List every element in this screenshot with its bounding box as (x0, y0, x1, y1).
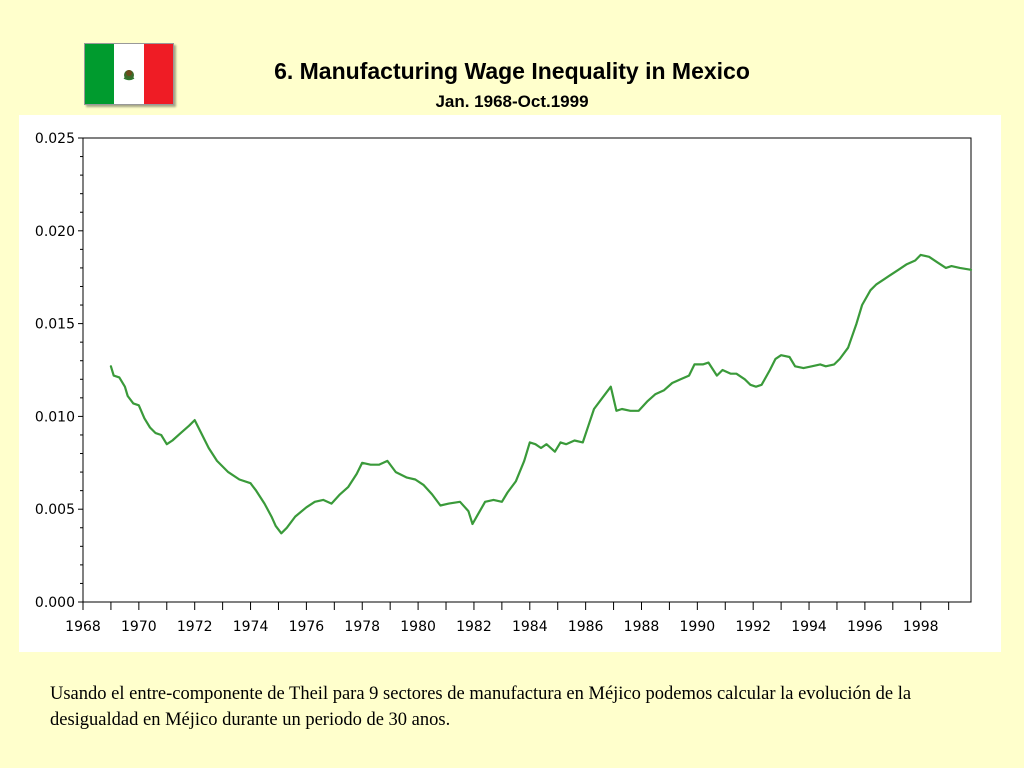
x-tick-label: 1972 (177, 619, 213, 635)
mexico-flag (84, 43, 174, 105)
x-tick-label: 1982 (456, 619, 492, 635)
y-tick-label: 0.020 (35, 224, 75, 240)
caption-text: Usando el entre-componente de Theil para… (50, 684, 912, 730)
flag-stripe-red (143, 44, 173, 104)
y-tick-label: 0.025 (35, 131, 75, 147)
line-chart: 0.000 0.005 0.010 0.015 0.020 0.025 1968 1970 19… (35, 131, 973, 635)
x-tick-label: 1994 (791, 619, 827, 635)
flag-stripe-green (85, 44, 115, 104)
page-title: 6. Manufacturing Wage Inequality in Mexi… (274, 58, 750, 84)
x-tick-label: 1976 (289, 619, 325, 635)
x-tick-label: 1998 (903, 619, 939, 635)
x-tick-label: 1992 (735, 619, 771, 635)
plot-frame (82, 137, 972, 603)
x-tick-label: 1980 (400, 619, 436, 635)
x-tick-label: 1974 (233, 619, 269, 635)
x-tick-label: 1986 (568, 619, 604, 635)
coat-of-arms-icon (123, 70, 135, 81)
x-tick-label: 1968 (65, 619, 101, 635)
x-tick-label: 1990 (680, 619, 716, 635)
y-tick-label: 0.005 (35, 502, 75, 518)
series-line-0 (109, 253, 973, 535)
x-tick-label: 1996 (847, 619, 883, 635)
x-tick-label: 1978 (344, 619, 380, 635)
chart-container: 0.000 0.005 0.010 0.015 0.020 0.025 1968 1970 19… (19, 115, 1001, 652)
x-tick-label: 1984 (512, 619, 548, 635)
y-tick-label: 0.010 (35, 409, 75, 425)
page-subtitle: Jan. 1968-Oct.1999 (435, 92, 589, 111)
y-tick-label: 0.015 (35, 317, 75, 333)
x-tick-label: 1988 (624, 619, 660, 635)
x-tick-label: 1970 (121, 619, 157, 635)
y-tick-label: 0.000 (35, 595, 75, 611)
